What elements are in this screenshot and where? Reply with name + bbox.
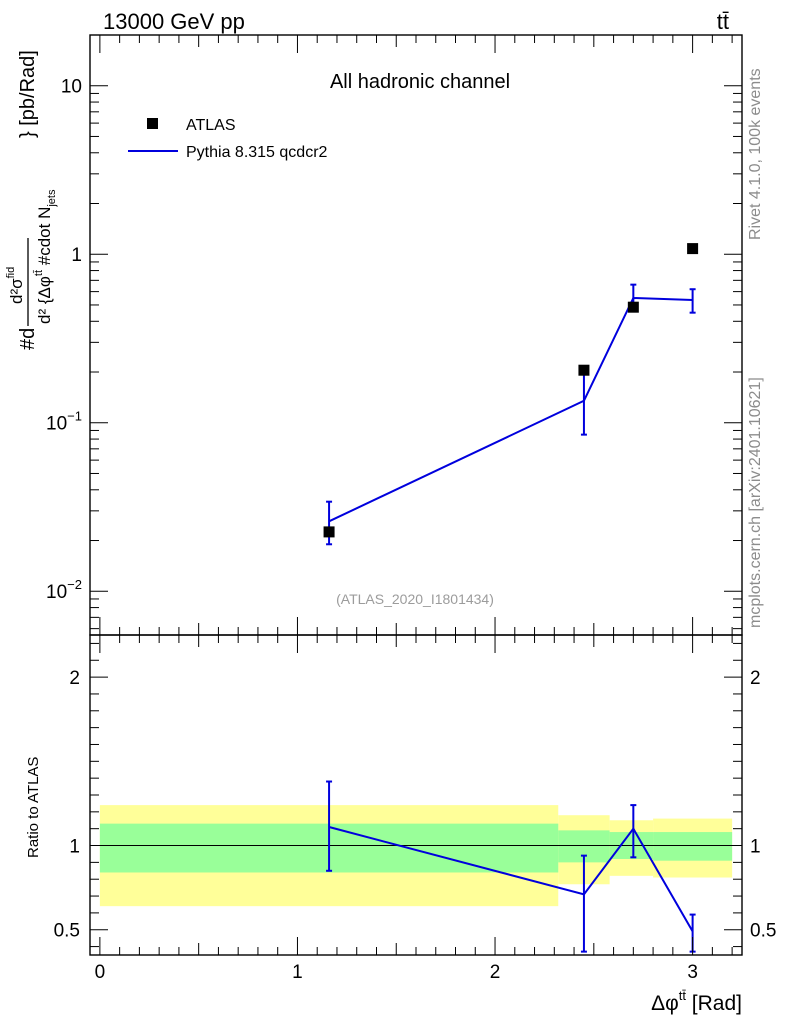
main-y-axis-label: #d d²σfid d² {Δφtt̄ #cdot Njets } [pb/Ra… bbox=[5, 50, 58, 350]
atlas-data-point bbox=[323, 526, 335, 538]
ratio-y-tick-label-right: 2 bbox=[750, 668, 761, 689]
ratio-uncertainty-band-inner bbox=[653, 832, 733, 861]
main-title: All hadronic channel bbox=[330, 71, 510, 93]
ratio-plot-frame bbox=[89, 634, 743, 956]
ratio-y-tick-label-left: 2 bbox=[69, 668, 80, 689]
main-y-tick-label: 1 bbox=[71, 245, 82, 266]
rivet-version-label: Rivet 4.1.0, 100k events bbox=[747, 68, 764, 240]
svg-text:} [pb/Rad]: } [pb/Rad] bbox=[17, 50, 39, 138]
main-y-tick-label: 10−2 bbox=[46, 577, 82, 603]
legend-atlas-label: ATLAS bbox=[186, 117, 236, 134]
atlas-data-point bbox=[687, 243, 699, 255]
x-axis-label: Δφtt̄ [Rad] bbox=[651, 988, 742, 1015]
legend-atlas-marker bbox=[147, 118, 158, 129]
ratio-y-tick-label-left: 1 bbox=[69, 837, 80, 858]
x-tick-label: 1 bbox=[292, 962, 303, 983]
main-panel: 10 1 10−1 10−2 All hadronic channel (ATLAS_… bbox=[5, 34, 743, 636]
atlas-data-point bbox=[578, 364, 590, 376]
svg-text:d² {Δφtt̄ #cdot Njets: d² {Δφtt̄ #cdot Njets bbox=[33, 189, 58, 324]
atlas-data-point bbox=[627, 301, 639, 313]
ratio-pythia-line bbox=[328, 826, 694, 932]
ratio-panel: 0.5 0.5 1 1 2 2 0 1 2 3 Ratio to ATLAS Δφtt̄ [Rad… bbox=[25, 634, 776, 1015]
svg-text:d²σfid: d²σfid bbox=[5, 267, 26, 304]
pythia-line bbox=[328, 296, 693, 523]
svg-text:#d: #d bbox=[17, 328, 39, 350]
mcplots-label: mcplots.cern.ch [arXiv:2401.10621] bbox=[747, 377, 764, 628]
main-axis-ticks: 10 1 10−1 10−2 bbox=[46, 34, 742, 635]
main-y-tick-label: 10−1 bbox=[46, 409, 82, 435]
ratio-data-layer bbox=[90, 780, 742, 953]
x-tick-label: 2 bbox=[490, 962, 501, 983]
x-tick-label: 0 bbox=[95, 962, 106, 983]
main-y-tick-label: 10 bbox=[61, 77, 82, 98]
ratio-axis-ticks: 0.5 0.5 1 1 2 2 0 1 2 3 bbox=[54, 635, 776, 983]
ratio-y-tick-label-right: 0.5 bbox=[750, 921, 776, 942]
header-energy-label: 13000 GeV pp bbox=[103, 9, 245, 34]
main-data-layer bbox=[323, 243, 699, 546]
x-tick-label: 3 bbox=[687, 962, 698, 983]
legend: ATLAS Pythia 8.315 qcdcr2 bbox=[128, 117, 328, 161]
ratio-y-tick-label-right: 1 bbox=[750, 837, 761, 858]
ratio-y-tick-label-left: 0.5 bbox=[54, 921, 80, 942]
header-process-label: tt̄ bbox=[717, 9, 729, 34]
legend-pythia-label: Pythia 8.315 qcdcr2 bbox=[186, 144, 328, 161]
ratio-y-axis-label: Ratio to ATLAS bbox=[25, 757, 42, 858]
analysis-watermark: (ATLAS_2020_I1801434) bbox=[336, 591, 494, 607]
